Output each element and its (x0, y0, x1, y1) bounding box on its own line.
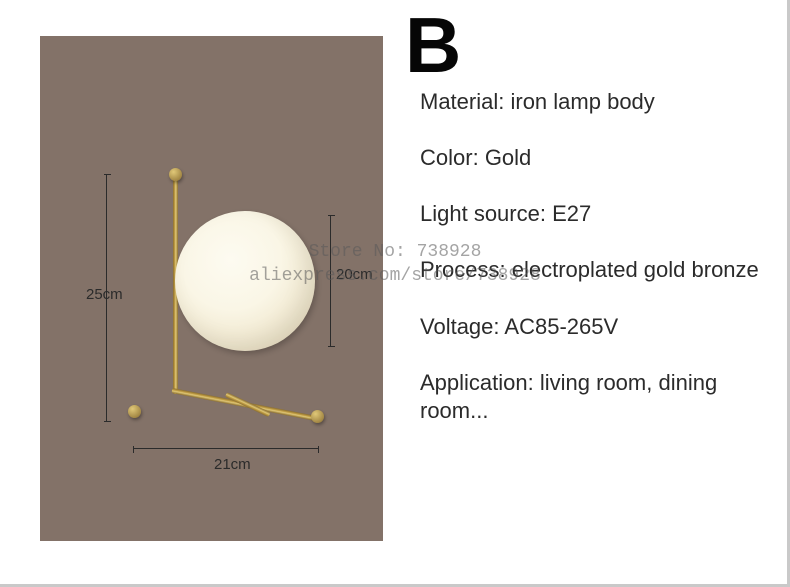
spec-label: Application (420, 370, 528, 395)
spec-value: E27 (552, 201, 591, 226)
spec-value: Gold (485, 145, 531, 170)
lamp-illustration (100, 156, 340, 476)
spec-value: iron lamp body (510, 89, 654, 114)
dimension-label-height: 25cm (86, 286, 123, 303)
spec-label: Material (420, 89, 498, 114)
spec-row-material: Material: iron lamp body (420, 88, 772, 116)
spec-label: Color (420, 145, 473, 170)
spec-value: AC85-265V (504, 314, 618, 339)
lamp-globe (175, 211, 315, 351)
spec-row-color: Color: Gold (420, 144, 772, 172)
dimension-label-width: 21cm (214, 456, 251, 473)
spec-row-voltage: Voltage: AC85-265V (420, 313, 772, 341)
spec-label: Process (420, 257, 499, 282)
lamp-foot-right (311, 410, 324, 423)
spec-column: Material: iron lamp body Color: Gold Lig… (420, 88, 772, 453)
spec-row-application: Application: living room, dining room... (420, 369, 772, 425)
spec-value: electroplated gold bronze (512, 257, 759, 282)
spec-label: Voltage (420, 314, 493, 339)
spec-label: Light source (420, 201, 540, 226)
dimension-line-width (133, 448, 319, 449)
variant-letter: B (405, 0, 459, 91)
dimension-line-globe (330, 215, 331, 347)
lamp-top-finial (169, 168, 182, 181)
spec-row-process: Process: electroplated gold bronze (420, 256, 772, 284)
product-diagram-panel: 25cm 20cm 21cm (40, 36, 383, 541)
dimension-label-globe: 20cm (336, 266, 373, 283)
lamp-foot-left (128, 405, 141, 418)
spec-row-light-source: Light source: E27 (420, 200, 772, 228)
